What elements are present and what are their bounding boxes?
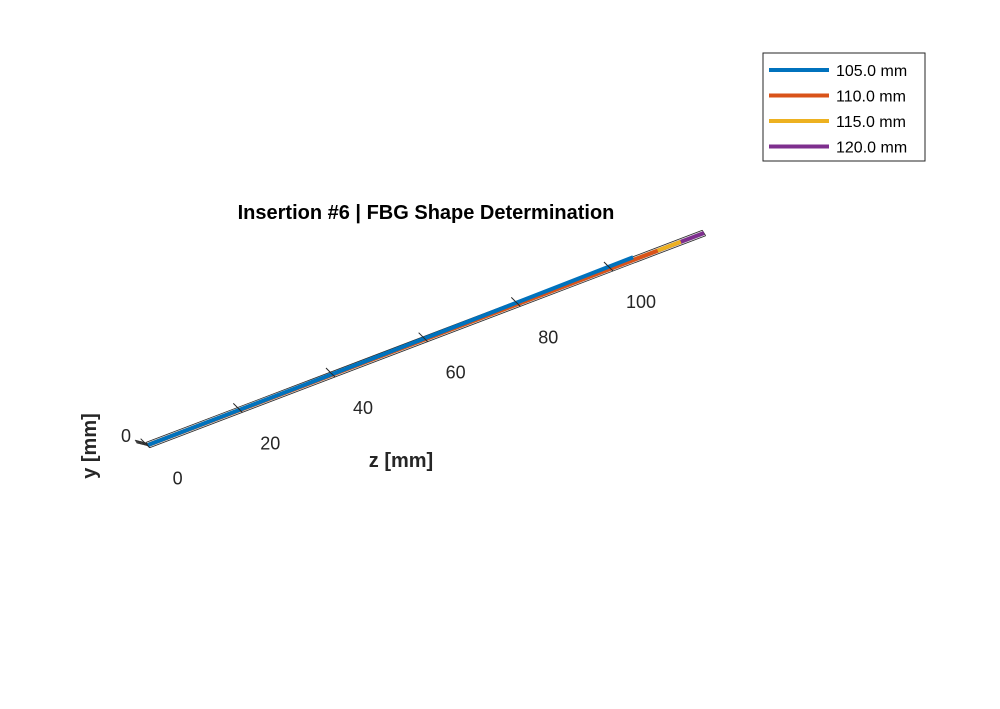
legend-label: 105.0 mm	[836, 63, 907, 80]
legend-label: 115.0 mm	[836, 114, 906, 131]
y-axis-label: y [mm]	[79, 413, 101, 479]
z-tick-mark	[603, 261, 614, 272]
x-axis-label: z [mm]	[369, 450, 433, 472]
y-tick-mark	[135, 441, 149, 446]
y-tick-mark	[135, 440, 148, 445]
z-tick-mark	[325, 367, 336, 378]
z-tick-label: 0	[173, 469, 183, 489]
series-lines	[147, 231, 705, 447]
z-tick-mark	[232, 403, 243, 413]
legend: 105.0 mm 110.0 mm 115.0 mm 120.0 mm	[762, 52, 926, 162]
y-tick-label: 0	[121, 426, 131, 446]
series-line-105-0-mm	[147, 255, 634, 447]
y-tick-mark	[134, 439, 147, 444]
chart-title: Insertion #6 | FBG Shape Determination	[238, 202, 615, 224]
z-tick-label: 40	[353, 398, 373, 418]
z-tick-mark	[418, 332, 429, 343]
legend-label: 110.0 mm	[836, 89, 906, 106]
z-tick-label: 60	[446, 363, 466, 383]
z-tick-mark	[510, 297, 521, 307]
tick-labels: 0 20 40 60 80 100 0	[121, 261, 656, 489]
legend-label: 120.0 mm	[836, 140, 907, 157]
legend-entries: 105.0 mm 110.0 mm 115.0 mm 120.0 mm	[769, 63, 907, 157]
z-tick-label: 20	[260, 433, 280, 453]
y-tick-mark	[136, 442, 149, 447]
z-tick-label: 80	[538, 327, 558, 347]
z-tick-label: 100	[626, 292, 656, 312]
